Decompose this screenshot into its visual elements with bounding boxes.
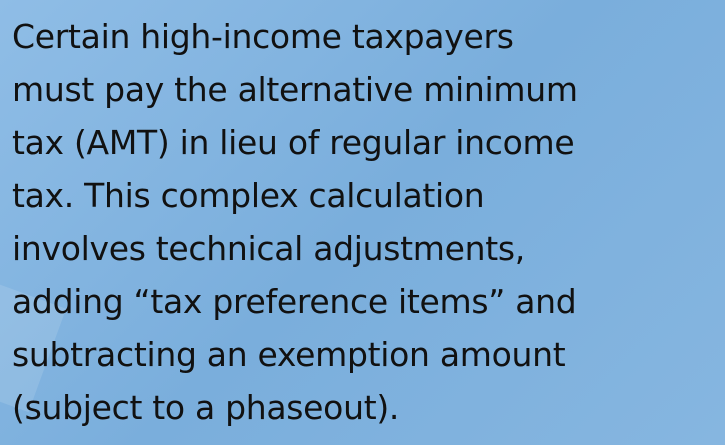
paragraph: Certain high-income taxpayers must pay th…	[12, 10, 578, 434]
text-line: Certain high-income taxpayers	[12, 17, 514, 56]
text-line: subtracting an exemption amount	[12, 335, 566, 374]
text-line: tax. This complex calculation	[12, 176, 485, 215]
text-line: (subject to a phaseout).	[12, 388, 400, 427]
text-line: adding “tax preference items” and	[12, 282, 577, 321]
text-line: tax (AMT) in lieu of regular income	[12, 123, 575, 162]
text-line: involves technical adjustments,	[12, 229, 525, 268]
text-line: must pay the alternative minimum	[12, 70, 578, 109]
